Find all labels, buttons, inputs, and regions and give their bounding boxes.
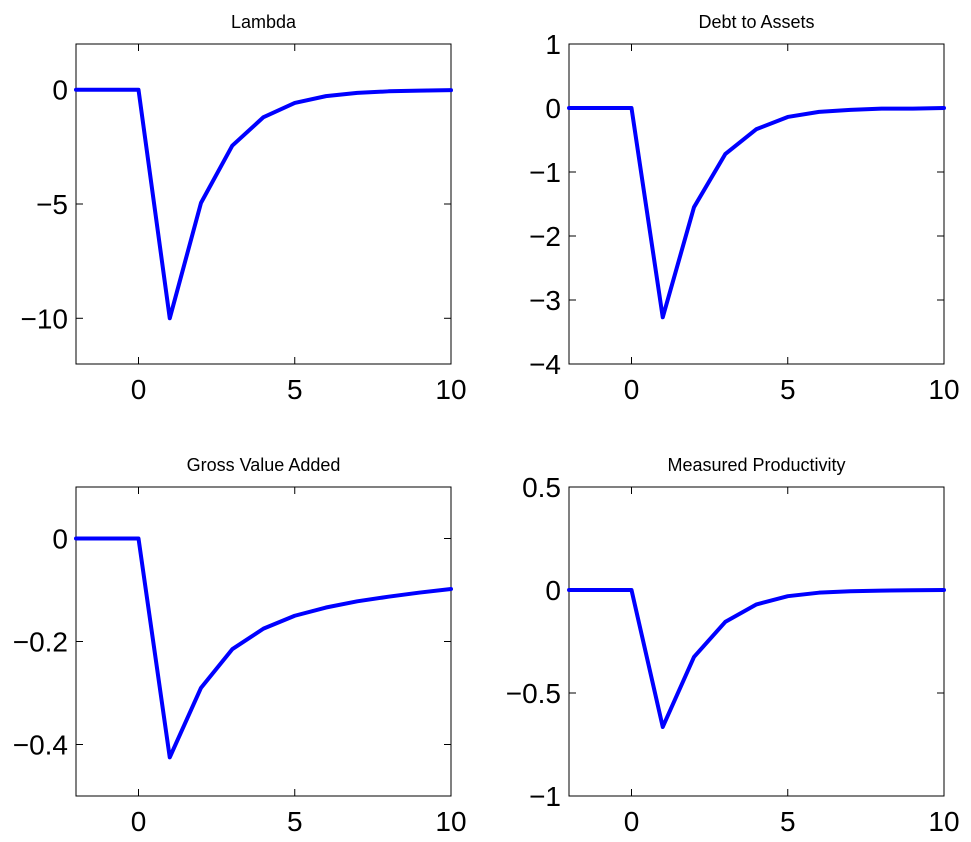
series-line: [74, 87, 453, 321]
chart-measured-productivity: Measured Productivity 0 5 10 0.5 0 −0.5 −1: [506, 455, 960, 837]
y-tick-label: 1: [545, 29, 561, 60]
x-tick-label: 10: [928, 806, 959, 837]
y-tick-label: −0.4: [13, 730, 68, 761]
x-tick-label: 5: [780, 374, 796, 405]
y-tick-label: −10: [21, 303, 69, 334]
y-tick-label: −0.2: [13, 627, 68, 658]
y-tick-label: −1: [529, 781, 561, 812]
x-tick-label: 5: [287, 374, 303, 405]
y-tick-label: −5: [36, 189, 68, 220]
y-tick-label: −4: [529, 349, 561, 380]
x-tick-label: 10: [435, 374, 466, 405]
x-tick-label: 5: [780, 806, 796, 837]
x-tick-label: 10: [928, 374, 959, 405]
y-tick-label: 0.5: [522, 472, 561, 503]
x-tick-label: 5: [287, 806, 303, 837]
y-tick-label: −1: [529, 157, 561, 188]
x-tick-label: 0: [131, 806, 147, 837]
chart-gross-value-added: Gross Value Added 0 5 10 0 −0.2 −0.4: [13, 455, 467, 837]
series-line: [567, 588, 946, 729]
y-tick-label: 0: [52, 75, 68, 106]
y-tick-label: −0.5: [506, 678, 561, 709]
chart-lambda: Lambda 0 5 10 0 −5 −10: [21, 12, 467, 405]
axes-frame: [568, 43, 945, 365]
chart-title: Lambda: [231, 12, 297, 32]
x-tick-label: 0: [624, 374, 640, 405]
series-line: [567, 106, 946, 320]
y-tick-label: −2: [529, 221, 561, 252]
chart-title: Measured Productivity: [667, 455, 845, 475]
y-tick-label: −3: [529, 285, 561, 316]
axes-frame: [75, 486, 452, 797]
x-tick-label: 0: [624, 806, 640, 837]
y-tick-label: 0: [545, 575, 561, 606]
y-tick-label: 0: [52, 524, 68, 555]
axes-frame: [568, 486, 945, 797]
series-line: [74, 536, 453, 760]
chart-title: Gross Value Added: [187, 455, 341, 475]
chart-title: Debt to Assets: [698, 12, 814, 32]
y-tick-label: 0: [545, 93, 561, 124]
x-tick-label: 10: [435, 806, 466, 837]
x-tick-label: 0: [131, 374, 147, 405]
